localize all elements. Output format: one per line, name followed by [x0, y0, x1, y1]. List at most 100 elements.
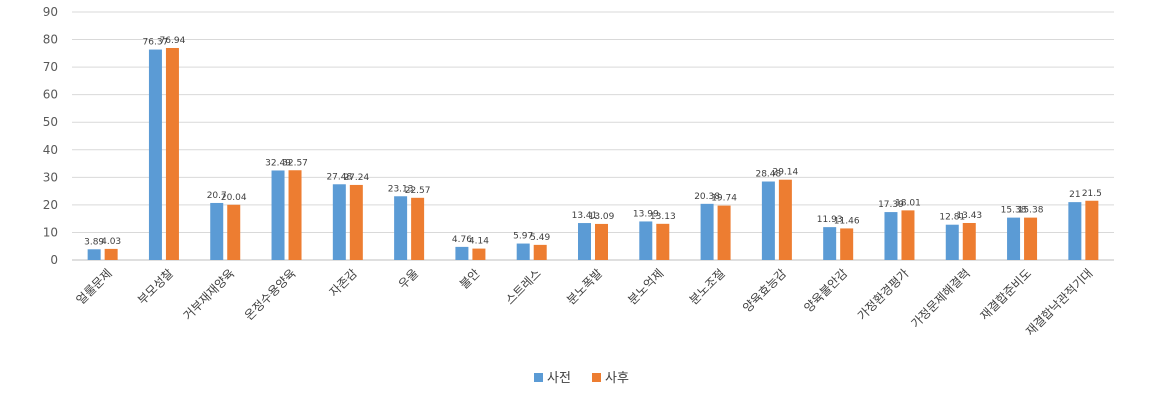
data-label: 4.14	[469, 237, 489, 247]
bar	[87, 249, 101, 260]
legend-label: 사전	[547, 371, 571, 386]
data-label: 13.99	[633, 209, 659, 219]
legend-label: 사후	[605, 371, 629, 386]
bar	[656, 223, 670, 260]
data-label: 23.13	[388, 184, 414, 194]
data-label: 15.38	[1018, 206, 1044, 216]
data-label: 19.74	[711, 194, 737, 204]
bar	[533, 244, 547, 260]
y-tick-label: 50	[43, 115, 58, 129]
data-label: 11.93	[817, 215, 843, 225]
data-label: 4.76	[452, 235, 472, 245]
y-tick-label: 10	[43, 225, 58, 239]
legend: 사전 사후	[534, 371, 629, 386]
bar	[639, 221, 653, 260]
x-tick-label: 재결합준비도	[977, 266, 1034, 323]
x-tick-label: 불안	[457, 266, 483, 292]
data-labels: 3.89 76.37 20.7 32.49 27.48 23.13 4.76 5.97 13.4…	[84, 36, 1102, 247]
data-label: 18.01	[895, 198, 921, 208]
y-tick-label: 0	[50, 253, 58, 267]
x-tick-label: 가정문제해결력	[908, 266, 973, 331]
bar	[578, 223, 591, 260]
x-tick-label: 양육불안감	[801, 266, 850, 315]
data-label: 11.46	[834, 216, 860, 226]
bars	[87, 47, 1099, 261]
data-label: 32.57	[282, 158, 308, 168]
bar	[778, 179, 792, 260]
bar	[472, 248, 486, 260]
x-tick-label: 부모성찰	[135, 266, 176, 307]
bar	[1007, 217, 1021, 260]
bar	[227, 204, 241, 260]
x-tick-label: 거부재재양육	[181, 266, 238, 323]
data-label: 5.49	[530, 233, 550, 243]
data-label: 27.24	[343, 173, 369, 183]
bar	[455, 246, 469, 260]
y-tick-label: 30	[43, 170, 58, 184]
x-tick-label: 양육효능감	[740, 266, 789, 315]
bar	[700, 203, 714, 260]
data-label: 3.89	[84, 237, 104, 247]
data-label: 17.39	[878, 200, 904, 210]
data-label: 13.09	[589, 212, 615, 222]
data-label: 32.49	[265, 158, 291, 168]
x-tick-label: 우울	[396, 266, 422, 292]
data-label: 21	[1069, 190, 1080, 200]
data-label: 76.37	[143, 38, 169, 48]
x-tick-label: 온정수용양육	[242, 266, 299, 323]
bar	[1068, 202, 1082, 260]
data-label: 21.5	[1082, 189, 1102, 199]
y-tick-label: 60	[43, 88, 58, 102]
data-label: 5.97	[513, 232, 533, 242]
bar	[332, 184, 346, 260]
y-tick-label: 90	[43, 5, 58, 19]
data-label: 13.43	[956, 211, 982, 221]
data-label: 20.38	[694, 192, 720, 202]
y-tick-label: 40	[43, 143, 58, 157]
bar	[104, 248, 118, 260]
data-label: 13.13	[650, 212, 676, 222]
data-label: 13.41	[572, 211, 598, 221]
bar	[411, 197, 425, 260]
bar	[1085, 200, 1099, 260]
x-tick-label: 스트레스	[503, 266, 544, 307]
bar	[945, 224, 959, 260]
gridlines	[72, 11, 1114, 261]
bar	[595, 223, 608, 260]
x-tick-label: 자존감	[327, 266, 360, 299]
data-label: 4.03	[101, 237, 121, 247]
bar	[884, 212, 898, 260]
x-tick-label: 재결합낙관적기대	[1023, 266, 1095, 338]
legend-swatch	[592, 373, 601, 382]
data-label: 20.7	[207, 191, 227, 201]
bar	[717, 205, 731, 260]
x-axis: 얼룰문제 부모성찰 거부재재양육 온정수용양육 자존감 우울 불안 스트레스 분노폭발 분노억제 분…	[74, 266, 1096, 338]
bar	[840, 228, 854, 260]
legend-swatch	[534, 373, 543, 382]
x-tick-label: 분노조절	[687, 266, 728, 307]
bar	[271, 170, 285, 260]
bar	[962, 222, 976, 260]
data-label: 12.81	[939, 213, 965, 223]
data-label: 76.94	[160, 36, 186, 46]
x-tick-label: 얼룰문제	[74, 266, 115, 307]
y-tick-label: 20	[43, 198, 58, 212]
y-tick-label: 80	[43, 33, 58, 47]
bar	[823, 227, 837, 260]
data-label: 28.48	[755, 170, 781, 180]
bar	[761, 181, 775, 260]
bar	[516, 243, 530, 260]
data-label: 22.57	[405, 186, 431, 196]
bar	[349, 184, 363, 260]
data-label: 29.14	[772, 168, 798, 178]
x-tick-label: 가정환경평가	[855, 266, 912, 323]
y-axis: 0 10 20 30 40 50 60 70 80 90	[43, 5, 58, 267]
bar	[1024, 217, 1038, 260]
x-tick-label: 분노억제	[625, 266, 666, 307]
data-label: 27.48	[326, 172, 352, 182]
bar	[210, 202, 224, 260]
bar	[148, 49, 162, 260]
data-label: 20.04	[221, 193, 247, 203]
y-tick-label: 70	[43, 60, 58, 74]
